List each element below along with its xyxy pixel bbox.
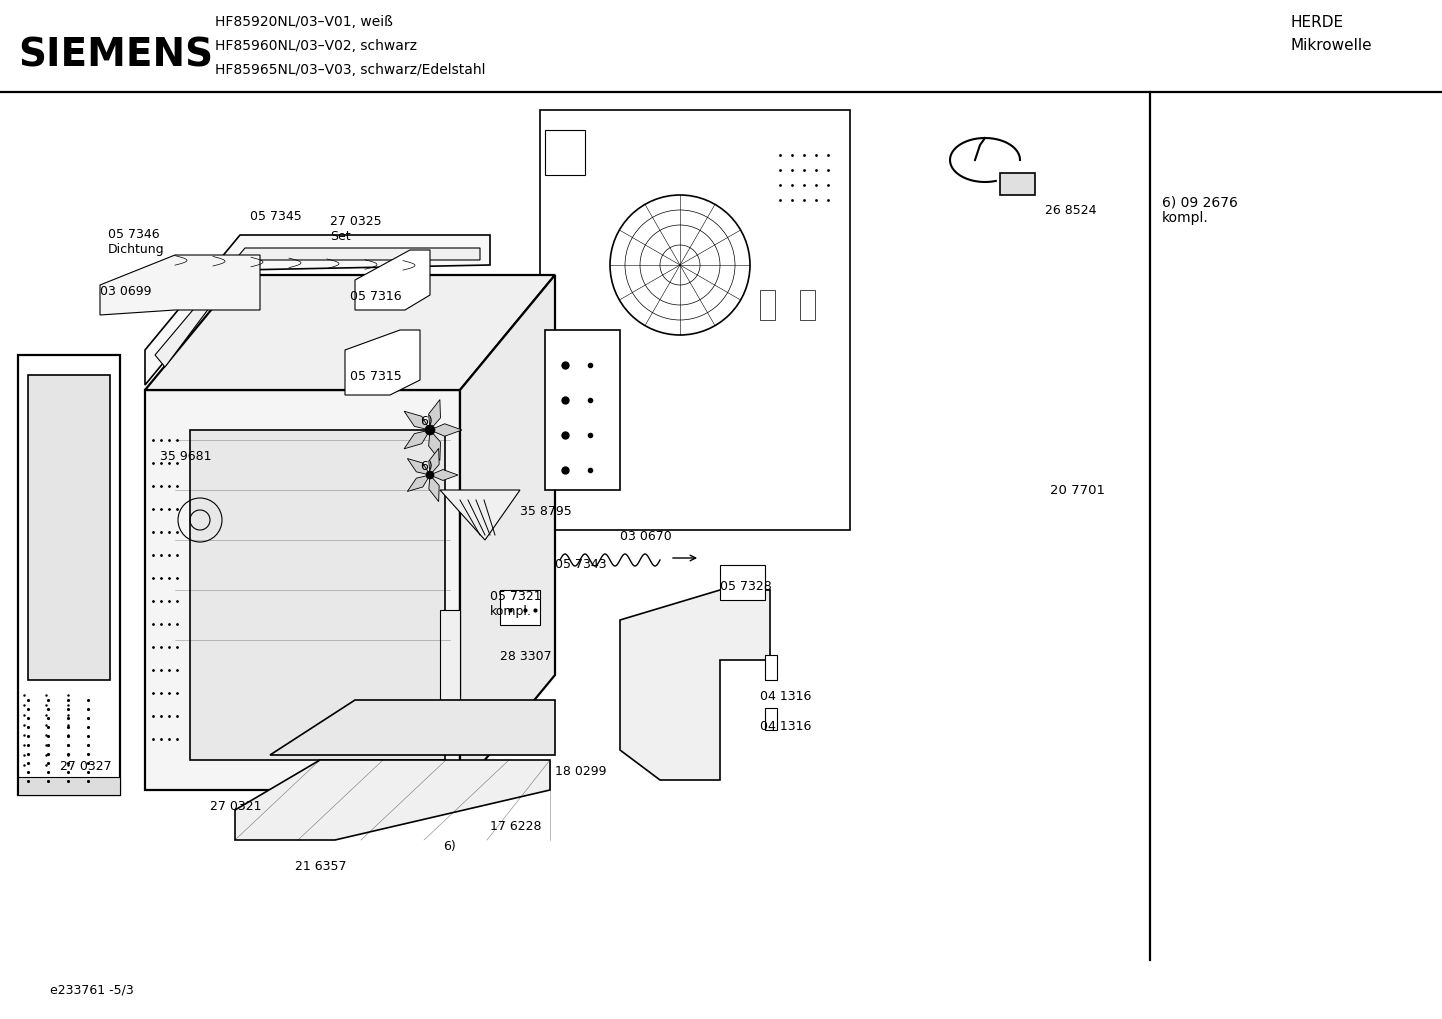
Bar [766, 655, 777, 680]
Bar [800, 290, 815, 320]
Bar [999, 173, 1035, 195]
Bar [720, 565, 766, 600]
Text: Mikrowelle: Mikrowelle [1291, 38, 1371, 53]
Bar [190, 430, 446, 760]
Polygon shape [407, 475, 430, 491]
Text: 04 1316: 04 1316 [760, 690, 812, 703]
Polygon shape [430, 424, 461, 436]
Polygon shape [430, 470, 459, 480]
Text: 6): 6) [420, 415, 433, 428]
Bar [17, 777, 120, 795]
Polygon shape [428, 430, 440, 461]
Polygon shape [428, 399, 440, 430]
Polygon shape [428, 448, 440, 475]
Polygon shape [404, 430, 430, 448]
Text: 35 9681: 35 9681 [160, 450, 212, 463]
Text: 28 3307: 28 3307 [500, 650, 552, 663]
Circle shape [425, 471, 434, 479]
Text: 6) 09 2676
kompl.: 6) 09 2676 kompl. [1162, 195, 1237, 225]
Text: 27 0325
Set: 27 0325 Set [330, 215, 382, 243]
Text: 04 1316: 04 1316 [760, 720, 812, 733]
Bar [760, 290, 774, 320]
Text: HERDE: HERDE [1291, 14, 1343, 30]
Text: 05 7345: 05 7345 [249, 210, 301, 223]
Text: 03 0670: 03 0670 [620, 530, 672, 543]
Bar [545, 330, 620, 490]
Text: e233761 -5/3: e233761 -5/3 [50, 983, 134, 997]
Text: HF85965NL/03–V03, schwarz/Edelstahl: HF85965NL/03–V03, schwarz/Edelstahl [215, 63, 486, 77]
Polygon shape [440, 490, 521, 540]
Text: 18 0299: 18 0299 [555, 765, 607, 777]
Polygon shape [235, 760, 549, 840]
Text: 20 7701: 20 7701 [1050, 483, 1105, 496]
Text: 17 6228: 17 6228 [490, 820, 542, 833]
Polygon shape [270, 700, 555, 755]
Text: 27 0321: 27 0321 [211, 800, 261, 813]
Polygon shape [428, 475, 440, 501]
Text: 05 7343: 05 7343 [555, 558, 607, 571]
Text: SIEMENS: SIEMENS [17, 36, 213, 74]
Text: 05 7328: 05 7328 [720, 580, 771, 593]
Text: 05 7315: 05 7315 [350, 370, 402, 383]
Text: 26 8524: 26 8524 [1045, 204, 1096, 216]
Polygon shape [355, 250, 430, 310]
Text: 05 7346
Dichtung: 05 7346 Dichtung [108, 228, 164, 256]
Polygon shape [404, 412, 430, 430]
Bar [440, 610, 460, 730]
Text: 27 0327: 27 0327 [61, 760, 111, 773]
Text: 03 0699: 03 0699 [99, 285, 151, 298]
Polygon shape [99, 255, 260, 315]
Polygon shape [345, 330, 420, 395]
Bar [545, 130, 585, 175]
Bar [766, 708, 777, 730]
Polygon shape [154, 248, 480, 367]
Text: 05 7321
kompl.: 05 7321 kompl. [490, 590, 542, 618]
Polygon shape [620, 590, 770, 780]
Bar [500, 590, 539, 625]
Bar [27, 375, 110, 680]
Text: 6): 6) [443, 840, 456, 853]
Bar [539, 110, 849, 530]
Text: HF85920NL/03–V01, weiß: HF85920NL/03–V01, weiß [215, 15, 392, 29]
Polygon shape [146, 235, 490, 385]
Text: 05 7316: 05 7316 [350, 290, 402, 303]
Polygon shape [460, 275, 555, 790]
Text: 35 8795: 35 8795 [521, 505, 571, 518]
Bar [146, 390, 460, 790]
Text: 21 6357: 21 6357 [296, 860, 346, 873]
Circle shape [425, 425, 435, 435]
Bar [17, 355, 120, 795]
Polygon shape [407, 459, 430, 475]
Text: HF85960NL/03–V02, schwarz: HF85960NL/03–V02, schwarz [215, 39, 417, 53]
Polygon shape [146, 275, 555, 390]
Text: 6): 6) [420, 460, 433, 473]
